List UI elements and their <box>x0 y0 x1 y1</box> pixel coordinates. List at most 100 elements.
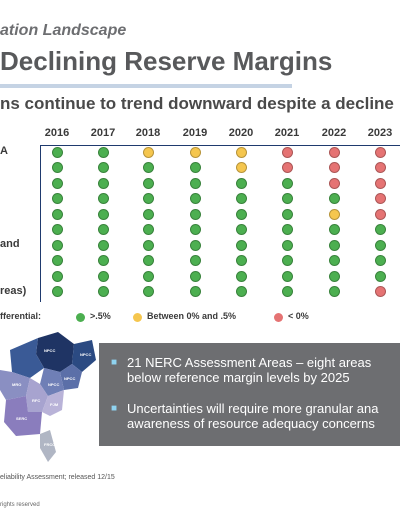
bullet-marker-icon: ■ <box>111 357 118 368</box>
status-dot-green <box>281 239 293 251</box>
status-dot-green <box>189 255 201 266</box>
legend-green-label: >.5% <box>90 311 111 321</box>
svg-text:MRO: MRO <box>12 382 21 387</box>
svg-text:RFC: RFC <box>32 398 40 403</box>
status-dot-red <box>374 286 386 297</box>
status-dot-green <box>281 208 293 220</box>
status-dot-green <box>97 270 109 282</box>
svg-text:PJM: PJM <box>50 402 59 407</box>
status-dot-green <box>189 286 201 297</box>
status-dot-green <box>51 255 63 266</box>
assessment-area-map: NPCC NPCC NPCC NPCC MRO RFC PJM SERC FRC… <box>0 332 96 462</box>
status-dot-green <box>97 208 109 220</box>
legend-green-dot <box>76 313 85 322</box>
status-dot-green <box>235 224 247 235</box>
status-dot-yellow <box>235 146 247 158</box>
status-dot-green <box>51 208 63 220</box>
year-header: 2020 <box>228 127 254 139</box>
status-dot-green <box>189 193 201 204</box>
status-dot-red <box>374 208 386 220</box>
status-dot-green <box>97 177 109 189</box>
status-dot-green <box>374 255 386 266</box>
map-region-pjm <box>42 390 64 416</box>
status-dot-red <box>374 193 386 204</box>
map-region-frcc <box>40 430 56 462</box>
svg-text:NPCC: NPCC <box>64 376 75 381</box>
year-header: 2018 <box>135 127 161 139</box>
status-dot-green <box>281 224 293 235</box>
status-dot-green <box>235 208 247 220</box>
row-label: and <box>0 238 20 250</box>
copyright-note: rights reserved <box>0 502 40 508</box>
status-dot-green <box>189 224 201 235</box>
status-dot-green <box>97 286 109 297</box>
year-header: 2017 <box>90 127 116 139</box>
status-dot-green <box>51 177 63 189</box>
map-region-maritimes <box>72 340 96 372</box>
callout-bullet-2-text: Uncertainties will require more granular… <box>127 401 379 431</box>
grid-line-left <box>40 145 41 302</box>
status-dot-green <box>281 177 293 189</box>
year-header: 2016 <box>44 127 70 139</box>
status-dot-yellow <box>189 146 201 158</box>
status-dot-green <box>328 255 340 266</box>
status-dot-red <box>328 162 340 173</box>
status-dot-green <box>328 193 340 204</box>
status-dot-green <box>281 193 293 204</box>
legend-red-label: < 0% <box>288 311 309 321</box>
status-dot-red <box>374 146 386 158</box>
status-dot-green <box>235 177 247 189</box>
status-dot-red <box>374 162 386 173</box>
status-dot-red <box>328 177 340 189</box>
status-dot-green <box>142 208 154 220</box>
legend-yellow-label: Between 0% and .5% <box>147 311 237 321</box>
svg-text:NPCC: NPCC <box>80 352 91 357</box>
status-dot-green <box>328 270 340 282</box>
map-region-ontario <box>10 338 44 378</box>
status-dot-green <box>51 193 63 204</box>
status-dot-red <box>281 146 293 158</box>
status-dot-green <box>189 162 201 173</box>
svg-text:NPCC: NPCC <box>44 348 55 353</box>
status-dot-green <box>142 239 154 251</box>
status-dot-green <box>142 255 154 266</box>
status-dot-green <box>97 255 109 266</box>
year-header: 2019 <box>182 127 208 139</box>
callout-bullet-1: ■ 21 NERC Assessment Areas – eight areas… <box>111 355 400 385</box>
status-dot-green <box>189 177 201 189</box>
section-label: ation Landscape <box>0 22 127 39</box>
status-dot-green <box>142 162 154 173</box>
status-dot-green <box>97 239 109 251</box>
status-dot-green <box>281 255 293 266</box>
row-label: A <box>0 145 8 157</box>
svg-text:FRCC: FRCC <box>44 442 55 447</box>
status-dot-green <box>374 270 386 282</box>
page-title: Declining Reserve Margins <box>0 46 333 76</box>
status-dot-green <box>281 286 293 297</box>
map-region-new-york <box>40 368 64 396</box>
year-header-row: 2016 2017 2018 2019 2020 2021 2022 2023 <box>0 127 400 145</box>
legend-yellow-dot <box>133 313 142 322</box>
status-dot-green <box>97 193 109 204</box>
status-dot-green <box>235 286 247 297</box>
year-header: 2023 <box>367 127 393 139</box>
status-dot-green <box>97 162 109 173</box>
legend: fferential: >.5% Between 0% and .5% < 0% <box>0 311 400 325</box>
status-dot-green <box>51 239 63 251</box>
legend-title: fferential: <box>0 311 42 321</box>
callout-bullet-2: ■ Uncertainties will require more granul… <box>111 401 400 431</box>
status-dot-green <box>51 146 63 158</box>
page-subtitle: ns continue to trend downward despite a … <box>0 94 394 113</box>
status-dot-green <box>328 239 340 251</box>
status-dot-green <box>374 239 386 251</box>
status-dot-red <box>328 146 340 158</box>
svg-text:NPCC: NPCC <box>48 382 59 387</box>
status-dot-green <box>142 224 154 235</box>
status-dot-green <box>142 177 154 189</box>
status-dot-green <box>281 270 293 282</box>
svg-text:SERC: SERC <box>16 416 27 421</box>
status-dot-green <box>51 224 63 235</box>
status-dot-green <box>142 270 154 282</box>
map-region-quebec <box>36 332 74 372</box>
bullet-marker-icon: ■ <box>111 403 118 414</box>
